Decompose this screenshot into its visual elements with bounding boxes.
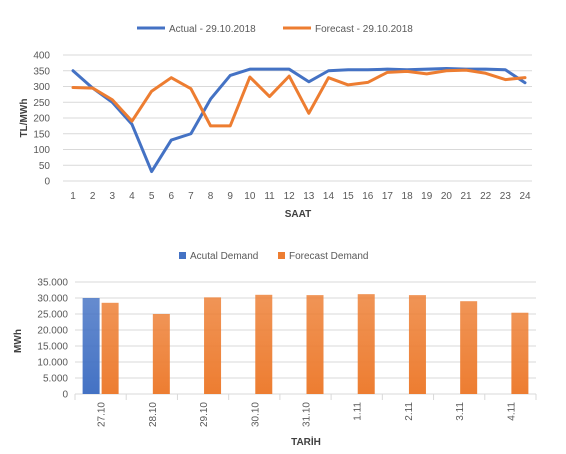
- y-tick-label: 30.000: [37, 294, 68, 305]
- x-tick-label: 2.11: [404, 402, 415, 421]
- y-tick-label: 350: [33, 66, 50, 77]
- x-tick-label: 10: [244, 191, 256, 202]
- x-tick-label: 14: [323, 191, 335, 202]
- x-axis-title: TARİH: [291, 435, 321, 448]
- x-tick-label: 27.10: [97, 402, 108, 427]
- x-tick-label: 9: [227, 191, 233, 202]
- legend-label: Acutal Demand: [190, 251, 258, 262]
- y-axis-title: TL/MWh: [19, 99, 30, 138]
- y-tick-label: 5.000: [43, 374, 68, 385]
- legend-label: Forecast - 29.10.2018: [315, 24, 413, 35]
- x-tick-label: 20: [441, 191, 453, 202]
- x-tick-label: 8: [208, 191, 214, 202]
- y-tick-label: 400: [33, 51, 50, 62]
- x-tick-label: 18: [402, 191, 414, 202]
- legend-swatch: [278, 252, 285, 259]
- bar-forecast-demand: [408, 295, 426, 394]
- y-tick-label: 25.000: [37, 310, 68, 321]
- series-line-actual: [71, 67, 527, 174]
- y-tick-label: 50: [39, 161, 51, 172]
- x-tick-label: 4: [129, 191, 135, 202]
- bar-forecast-demand: [204, 297, 222, 394]
- x-tick-label: 24: [519, 191, 531, 202]
- y-tick-label: 35.000: [37, 278, 68, 289]
- x-tick-label: 3: [110, 191, 116, 202]
- y-tick-label: 300: [33, 82, 50, 93]
- y-tick-label: 150: [33, 129, 50, 140]
- x-tick-label: 3.11: [455, 402, 466, 421]
- x-tick-label: 21: [460, 191, 472, 202]
- y-tick-label: 10.000: [37, 358, 68, 369]
- bar-forecast-demand: [255, 294, 273, 394]
- bar-forecast-demand: [460, 301, 478, 394]
- legend-label: Actual - 29.10.2018: [169, 24, 256, 35]
- x-tick-label: 1.11: [353, 402, 364, 421]
- x-tick-label: 1: [70, 191, 76, 202]
- bar-forecast-demand: [101, 302, 119, 394]
- series-line-forecast: [71, 68, 527, 128]
- bar-forecast-demand: [357, 294, 375, 394]
- x-tick-label: 12: [284, 191, 296, 202]
- y-tick-label: 0: [44, 177, 50, 188]
- y-axis-title: MWh: [13, 329, 24, 353]
- y-tick-label: 250: [33, 98, 50, 109]
- x-tick-label: 15: [343, 191, 355, 202]
- legend-swatch: [179, 252, 186, 259]
- x-tick-label: 6: [168, 191, 174, 202]
- y-tick-label: 20.000: [37, 326, 68, 337]
- daily-demand-bar-chart: 0 5.000 10.000 15.000 20.000 25.000 30.000 35.0…: [13, 251, 537, 448]
- x-tick-label: 4.11: [506, 402, 517, 421]
- y-tick-label: 0: [62, 390, 68, 401]
- bar-forecast-demand: [306, 295, 324, 394]
- y-tick-label: 200: [33, 114, 50, 125]
- x-tick-label: 2: [90, 191, 96, 202]
- y-tick-label: 15.000: [37, 342, 68, 353]
- x-tick-label: 19: [421, 191, 433, 202]
- x-tick-label: 5: [149, 191, 155, 202]
- x-tick-label: 28.10: [148, 402, 159, 427]
- bar-forecast-demand: [152, 314, 170, 394]
- legend-label: Forecast Demand: [289, 251, 368, 262]
- y-tick-label: 100: [33, 145, 50, 156]
- x-tick-label: 17: [382, 191, 394, 202]
- x-tick-label: 16: [362, 191, 374, 202]
- x-tick-label: 31.10: [302, 402, 313, 427]
- x-tick-label: 30.10: [250, 402, 261, 427]
- x-tick-label: 7: [188, 191, 194, 202]
- x-tick-label: 23: [500, 191, 512, 202]
- x-tick-label: 29.10: [199, 402, 210, 427]
- bar-forecast-demand: [511, 312, 529, 394]
- x-tick-label: 13: [303, 191, 315, 202]
- x-tick-label: 11: [264, 191, 275, 202]
- bar-actual-demand: [82, 298, 100, 394]
- x-tick-label: 22: [480, 191, 492, 202]
- x-axis-title: SAAT: [285, 209, 311, 220]
